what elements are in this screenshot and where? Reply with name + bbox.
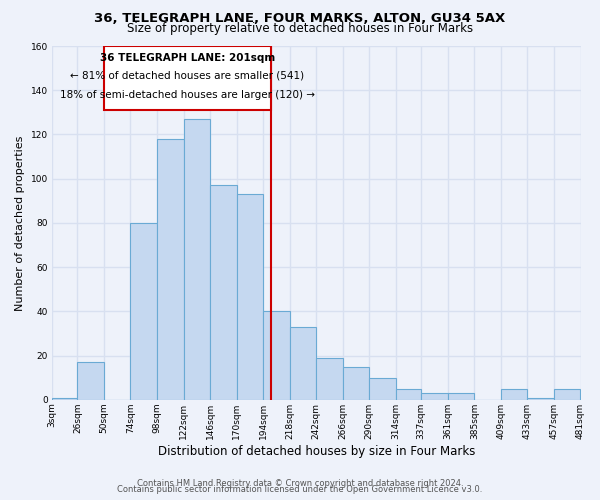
Bar [52,398,77,400]
Text: 36 TELEGRAPH LANE: 201sqm: 36 TELEGRAPH LANE: 201sqm [100,53,275,63]
Text: ← 81% of detached houses are smaller (541): ← 81% of detached houses are smaller (54… [70,71,304,81]
Bar [157,139,184,400]
Bar [290,327,316,400]
Bar [263,312,290,400]
Bar [421,393,448,400]
Bar [370,378,396,400]
Text: Size of property relative to detached houses in Four Marks: Size of property relative to detached ho… [127,22,473,35]
Bar [210,186,236,400]
FancyBboxPatch shape [104,46,271,110]
Bar [554,388,580,400]
Bar [396,388,421,400]
Y-axis label: Number of detached properties: Number of detached properties [15,135,25,310]
Text: Contains HM Land Registry data © Crown copyright and database right 2024.: Contains HM Land Registry data © Crown c… [137,478,463,488]
Bar [77,362,104,400]
Text: Contains public sector information licensed under the Open Government Licence v3: Contains public sector information licen… [118,485,482,494]
Bar [501,388,527,400]
Bar [130,223,157,400]
X-axis label: Distribution of detached houses by size in Four Marks: Distribution of detached houses by size … [158,444,475,458]
Bar [184,119,210,400]
Bar [527,398,554,400]
Text: 36, TELEGRAPH LANE, FOUR MARKS, ALTON, GU34 5AX: 36, TELEGRAPH LANE, FOUR MARKS, ALTON, G… [94,12,506,24]
Bar [448,393,475,400]
Bar [343,366,370,400]
Bar [236,194,263,400]
Bar [316,358,343,400]
Text: 18% of semi-detached houses are larger (120) →: 18% of semi-detached houses are larger (… [60,90,315,100]
